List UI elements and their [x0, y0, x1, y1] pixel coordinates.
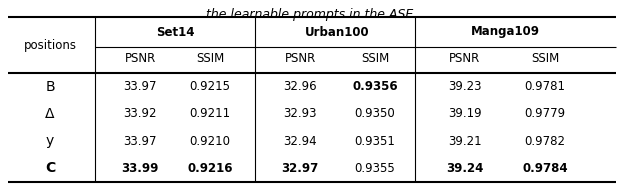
- Text: 0.9355: 0.9355: [354, 162, 396, 175]
- Text: 0.9351: 0.9351: [354, 135, 396, 148]
- Text: Δ: Δ: [46, 107, 55, 121]
- Text: C: C: [45, 161, 55, 175]
- Text: 39.23: 39.23: [448, 80, 482, 93]
- Text: Set14: Set14: [156, 25, 194, 39]
- Text: 32.94: 32.94: [283, 135, 317, 148]
- Text: 0.9784: 0.9784: [522, 162, 568, 175]
- Text: 32.97: 32.97: [281, 162, 319, 175]
- Text: 0.9781: 0.9781: [525, 80, 565, 93]
- Text: the learnable prompts in the ASE.: the learnable prompts in the ASE.: [207, 8, 417, 21]
- Text: 32.93: 32.93: [283, 107, 317, 120]
- Text: Manga109: Manga109: [470, 25, 540, 39]
- Text: 0.9211: 0.9211: [190, 107, 230, 120]
- Text: 33.97: 33.97: [124, 135, 157, 148]
- Text: 0.9210: 0.9210: [190, 135, 230, 148]
- Text: 39.21: 39.21: [448, 135, 482, 148]
- Text: positions: positions: [24, 39, 77, 52]
- Text: PSNR: PSNR: [285, 52, 316, 65]
- Text: y: y: [46, 134, 54, 148]
- Text: 0.9215: 0.9215: [190, 80, 230, 93]
- Text: 0.9356: 0.9356: [352, 80, 398, 93]
- Text: B: B: [45, 80, 55, 94]
- Text: PSNR: PSNR: [124, 52, 155, 65]
- Text: 0.9350: 0.9350: [354, 107, 396, 120]
- Text: 33.92: 33.92: [124, 107, 157, 120]
- Text: 32.96: 32.96: [283, 80, 317, 93]
- Text: 39.24: 39.24: [446, 162, 484, 175]
- Text: SSIM: SSIM: [531, 52, 559, 65]
- Text: PSNR: PSNR: [449, 52, 480, 65]
- Text: 0.9782: 0.9782: [525, 135, 565, 148]
- Text: 0.9216: 0.9216: [187, 162, 233, 175]
- Text: 0.9779: 0.9779: [524, 107, 565, 120]
- Text: 33.97: 33.97: [124, 80, 157, 93]
- Text: Urban100: Urban100: [305, 25, 370, 39]
- Text: SSIM: SSIM: [361, 52, 389, 65]
- Text: 39.19: 39.19: [448, 107, 482, 120]
- Text: SSIM: SSIM: [196, 52, 224, 65]
- Text: 33.99: 33.99: [121, 162, 158, 175]
